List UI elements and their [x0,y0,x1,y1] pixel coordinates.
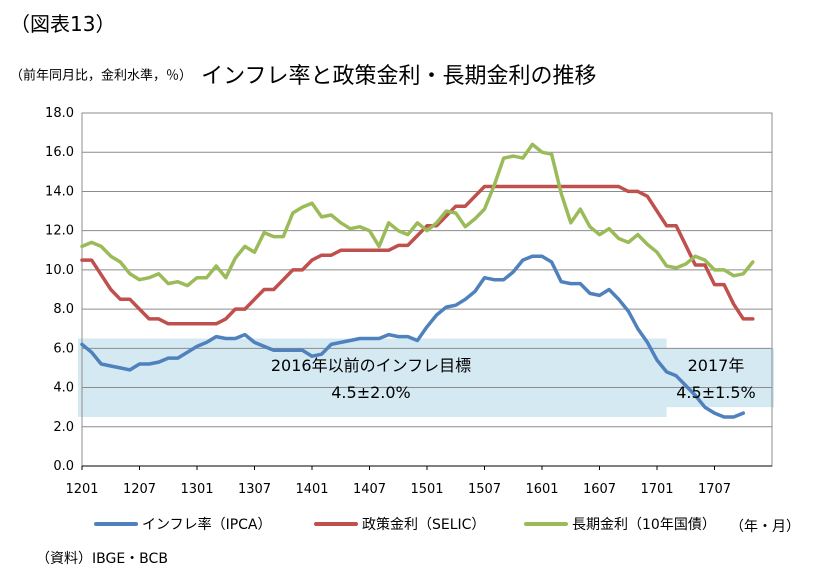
series-line-2 [80,142,755,288]
series-lines [80,142,755,419]
x-tick-label: 1301 [180,482,213,497]
band-value: 4.5±2.0% [331,383,411,402]
legend-label: 長期金利（10年国債） [572,517,716,533]
target-band [78,338,667,417]
y-tick-label: 12.0 [45,224,74,239]
band-value: 4.5±1.5% [676,383,756,402]
x-tick-label: 1201 [65,482,98,497]
y-tick-label: 8.0 [53,302,74,317]
x-tick-label: 1207 [123,482,156,497]
y-tick-label: 2.0 [53,420,74,435]
legend: インフレ率（IPCA） 政策金利（SELIC） 長期金利（10年国債） （年・月） [94,516,800,535]
target-band [666,348,774,408]
x-tick-label: 1407 [353,482,386,497]
source-note: （資料）IBGE・BCB [36,551,168,567]
units-label: （前年同月比，金利水準，％） [10,68,193,84]
y-tick-label: 18.0 [45,106,74,121]
x-tick-label: 1601 [525,482,558,497]
series-line-0 [80,254,746,419]
y-tick-label: 0.0 [53,459,74,474]
x-tick-label: 1707 [698,482,731,497]
y-tick-label: 6.0 [53,341,74,356]
band-labels: 2016年以前のインフレ目標 4.5±2.0% 2017年 4.5±1.5% [271,356,756,402]
series-line-1 [80,184,755,326]
x-tick-label: 1701 [640,482,673,497]
figure-label: （図表13） [10,12,116,36]
subtitle-row: （前年同月比，金利水準，％） インフレ率と政策金利・長期金利の推移 [10,58,596,90]
x-tick-label: 1607 [583,482,616,497]
band-label: 2016年以前のインフレ目標 [271,356,471,375]
target-bands [78,338,774,417]
x-tick-label: 1401 [295,482,328,497]
band-label: 2017年 [688,356,745,375]
axes: 0.0 2.0 4.0 6.0 8.0 10.0 12.0 14.0 16.0 18.0 1201 1… [45,106,773,497]
y-tick-label: 10.0 [45,263,74,278]
x-tick-label: 1307 [238,482,271,497]
x-tick-label: 1501 [410,482,443,497]
x-axis-unit: （年・月） [730,519,800,535]
y-tick-label: 16.0 [45,145,74,160]
legend-label: インフレ率（IPCA） [142,516,272,533]
legend-label: 政策金利（SELIC） [362,516,485,533]
x-tick-label: 1507 [468,482,501,497]
y-tick-label: 14.0 [45,184,74,199]
chart-title: インフレ率と政策金利・長期金利の推移 [201,64,597,89]
y-tick-label: 4.0 [53,381,74,396]
